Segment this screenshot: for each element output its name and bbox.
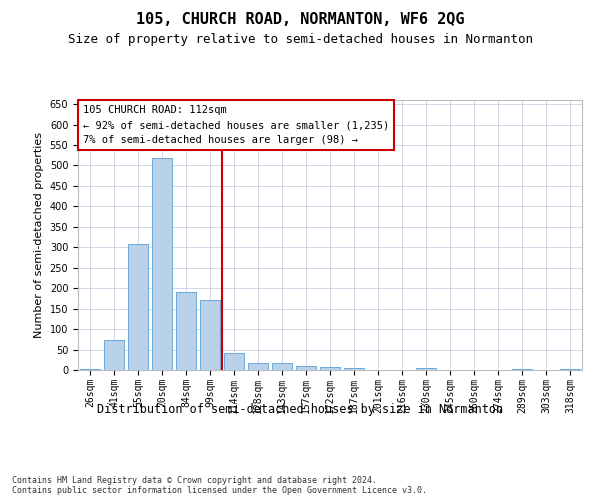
Bar [176, 292, 196, 370]
Bar [224, 353, 244, 370]
Bar [272, 364, 292, 370]
Bar [416, 368, 436, 370]
Bar [248, 362, 268, 370]
Y-axis label: Number of semi-detached properties: Number of semi-detached properties [34, 132, 44, 338]
Bar [560, 369, 580, 370]
Bar [80, 369, 100, 370]
Bar [512, 369, 532, 370]
Bar [152, 158, 172, 370]
Text: Distribution of semi-detached houses by size in Normanton: Distribution of semi-detached houses by … [97, 402, 503, 415]
Text: Contains HM Land Registry data © Crown copyright and database right 2024.
Contai: Contains HM Land Registry data © Crown c… [12, 476, 427, 495]
Text: 105, CHURCH ROAD, NORMANTON, WF6 2QG: 105, CHURCH ROAD, NORMANTON, WF6 2QG [136, 12, 464, 28]
Bar [296, 366, 316, 370]
Bar [320, 366, 340, 370]
Bar [128, 244, 148, 370]
Text: 105 CHURCH ROAD: 112sqm
← 92% of semi-detached houses are smaller (1,235)
7% of : 105 CHURCH ROAD: 112sqm ← 92% of semi-de… [83, 106, 389, 145]
Bar [344, 368, 364, 370]
Bar [200, 300, 220, 370]
Text: Size of property relative to semi-detached houses in Normanton: Size of property relative to semi-detach… [67, 32, 533, 46]
Bar [104, 340, 124, 370]
